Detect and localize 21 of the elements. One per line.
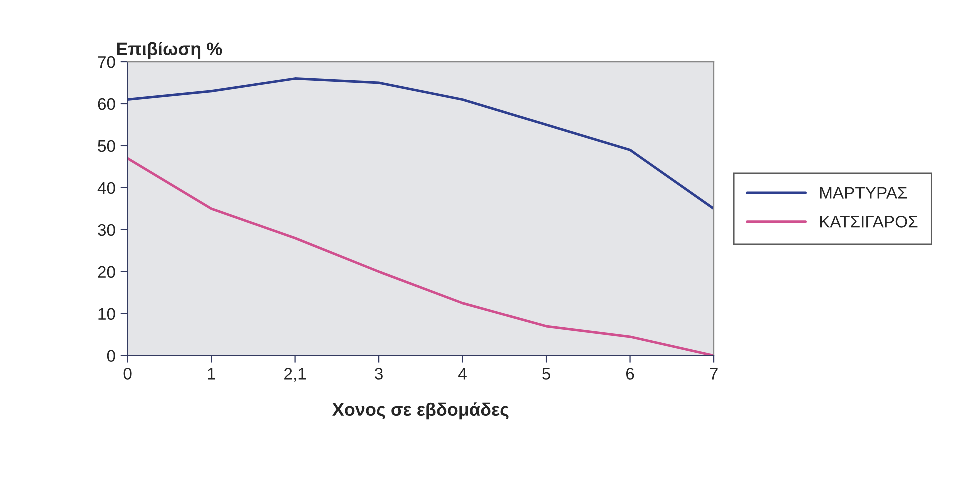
line-series — [128, 78, 714, 210]
y-tick-label: 60 — [98, 98, 116, 110]
x-tick-label: 1 — [208, 368, 216, 380]
x-tick-label: 6 — [626, 368, 634, 380]
x-tick-label: 3 — [375, 368, 383, 380]
x-tick-label: 4 — [458, 368, 467, 380]
x-tick-label: 5 — [542, 368, 550, 380]
y-tick-label: 0 — [107, 350, 116, 362]
y-tick-label: 10 — [98, 308, 116, 320]
legend-label: ΚΑΤΣΙΓΑΡΟΣ — [820, 216, 918, 228]
y-axis-title: Επιβίωση % — [117, 42, 222, 60]
y-tick-label: 70 — [98, 56, 116, 68]
x-axis-title: Χονος σε εβδομάδες — [332, 402, 509, 420]
y-tick-label: 40 — [98, 182, 116, 194]
y-tick-label: 20 — [98, 266, 116, 278]
x-tick-label: 0 — [124, 368, 132, 380]
x-tick-label: 7 — [710, 368, 718, 380]
x-tick-label: 2,1 — [284, 368, 306, 382]
legend-label: ΜΑΡΤΥΡΑΣ — [820, 187, 908, 199]
y-tick-label: 30 — [98, 224, 116, 236]
y-tick-label: 50 — [98, 140, 116, 152]
